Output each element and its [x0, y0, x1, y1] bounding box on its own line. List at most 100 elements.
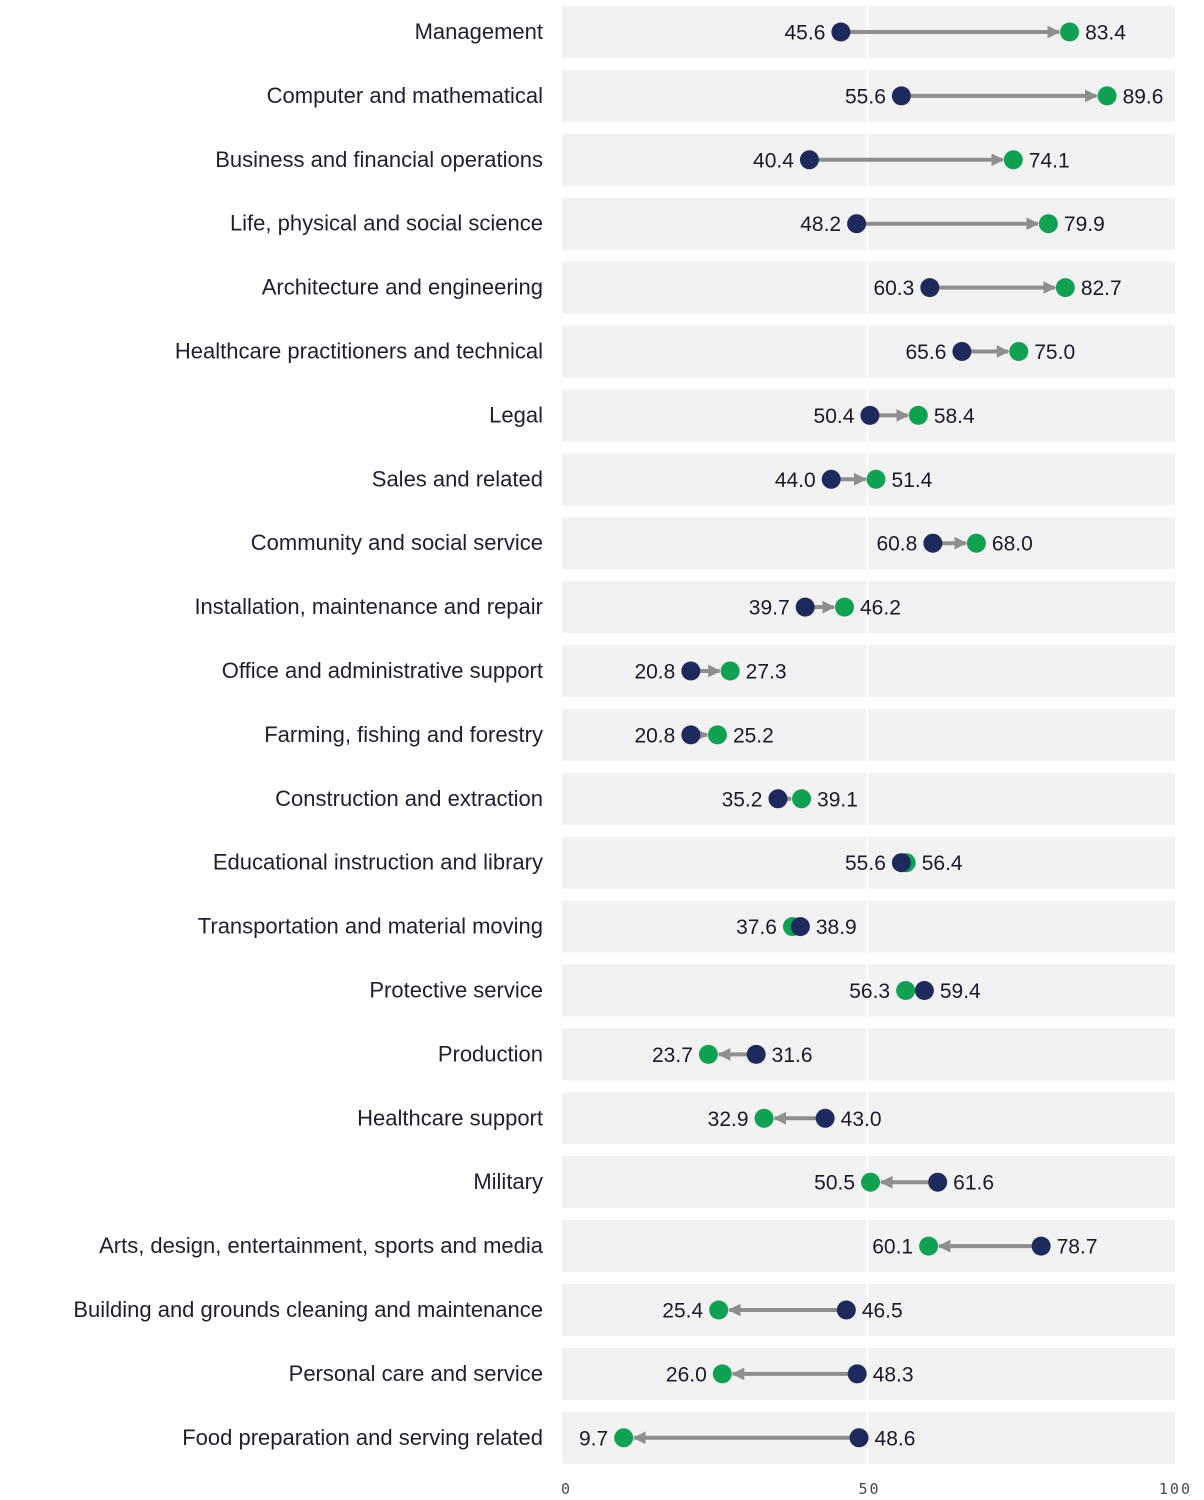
end-value-dot: [720, 661, 740, 681]
start-value-dot: [799, 150, 819, 170]
start-value-dot: [928, 1172, 948, 1192]
category-label: Architecture and engineering: [262, 275, 543, 300]
start-value-label: 55.6: [845, 852, 886, 875]
category-label: Life, physical and social science: [230, 211, 543, 236]
end-value-label: 60.1: [872, 1236, 913, 1259]
row-background: [562, 517, 1175, 570]
x-tick-label: 0: [561, 1480, 572, 1498]
row-background: [562, 645, 1175, 697]
end-value-dot: [698, 1044, 718, 1064]
start-value-dot: [836, 1300, 856, 1320]
end-value-label: 89.6: [1123, 85, 1164, 108]
start-value-dot: [920, 278, 940, 298]
end-value-label: 9.7: [579, 1427, 608, 1450]
x-tick-label: 50: [858, 1480, 880, 1498]
change-arrows: [632, 25, 1098, 1445]
end-value-dot: [919, 1236, 939, 1256]
x-axis-ticks: 0 50 100: [561, 1480, 1192, 1498]
x-tick-label: 100: [1159, 1480, 1192, 1498]
end-value-label: 56.4: [922, 852, 963, 875]
category-label: Production: [438, 1041, 543, 1066]
end-value-dot: [866, 469, 886, 489]
end-value-dot: [1097, 86, 1117, 106]
start-value-dot: [1031, 1236, 1051, 1256]
start-value-label: 48.2: [800, 213, 841, 236]
end-value-dot: [966, 533, 986, 553]
category-label: Arts, design, entertainment, sports and …: [99, 1233, 544, 1258]
end-value-dot: [712, 1364, 732, 1384]
end-value-dot: [792, 789, 812, 809]
end-value-label: 83.4: [1085, 22, 1126, 45]
category-label: Business and financial operations: [215, 147, 543, 172]
start-value-label: 43.0: [841, 1108, 882, 1131]
row-background: [562, 581, 1175, 634]
start-value-dot: [849, 1428, 869, 1448]
start-value-label: 78.7: [1057, 1236, 1098, 1259]
end-value-label: 68.0: [992, 533, 1033, 556]
end-value-dot: [835, 597, 855, 617]
start-value-dot: [795, 597, 815, 617]
start-value-label: 50.4: [814, 405, 855, 428]
row-background: [562, 1347, 1175, 1400]
category-label: Military: [473, 1169, 543, 1194]
start-value-dot: [821, 469, 841, 489]
start-value-label: 48.6: [875, 1427, 916, 1450]
category-label: Computer and mathematical: [267, 83, 543, 108]
start-value-dot: [746, 1044, 766, 1064]
start-value-label: 59.4: [940, 980, 981, 1003]
start-value-dot: [847, 1364, 867, 1384]
end-value-label: 50.5: [814, 1172, 855, 1195]
start-value-dot: [952, 342, 972, 361]
category-label: Building and grounds cleaning and mainte…: [73, 1297, 543, 1322]
category-label: Legal: [489, 402, 543, 427]
end-value-label: 25.4: [662, 1300, 703, 1323]
end-value-label: 82.7: [1081, 277, 1122, 300]
start-value-label: 40.4: [753, 149, 794, 172]
category-label: Management: [415, 19, 543, 44]
start-value-label: 60.3: [873, 277, 914, 300]
end-value-label: 39.1: [817, 788, 858, 811]
end-value-label: 26.0: [666, 1363, 707, 1386]
start-value-dot: [815, 1108, 835, 1128]
row-background: [562, 1284, 1175, 1336]
start-value-label: 31.6: [772, 1044, 813, 1067]
end-value-dot: [709, 1300, 729, 1320]
row-backgrounds: [562, 6, 1175, 1464]
category-label: Educational instruction and library: [213, 850, 543, 875]
end-value-dot: [1003, 150, 1023, 170]
start-value-label: 45.6: [785, 22, 826, 45]
end-value-label: 25.2: [733, 724, 774, 747]
start-value-dot: [681, 725, 701, 745]
value-labels: 45.6 83.4 55.6 89.6 40.4 74.1 48.2 79.9 60.3 82.7…: [579, 22, 1163, 1451]
end-value-label: 32.9: [708, 1108, 749, 1131]
start-value-dot: [891, 86, 911, 106]
start-value-label: 48.3: [873, 1363, 914, 1386]
end-value-label: 23.7: [652, 1044, 693, 1067]
start-value-dot: [891, 853, 911, 873]
category-label: Office and administrative support: [222, 658, 543, 683]
category-label: Farming, fishing and forestry: [264, 722, 543, 747]
row-background: [562, 836, 1175, 889]
start-value-label: 35.2: [722, 788, 763, 811]
end-value-dot: [614, 1428, 634, 1448]
end-value-label: 46.2: [860, 597, 901, 620]
start-value-dot: [831, 22, 851, 42]
start-value-dot: [681, 661, 701, 681]
category-label: Community and social service: [251, 530, 543, 555]
row-background: [562, 964, 1175, 1017]
start-value-label: 38.9: [816, 916, 857, 939]
end-value-label: 37.6: [736, 916, 777, 939]
end-value-label: 51.4: [891, 469, 932, 492]
start-value-label: 39.7: [749, 597, 790, 620]
category-label: Personal care and service: [289, 1361, 543, 1386]
start-value-label: 44.0: [775, 469, 816, 492]
row-background: [562, 772, 1175, 825]
end-value-dot: [896, 981, 916, 1000]
category-label: Healthcare practitioners and technical: [175, 339, 543, 364]
start-value-dot: [768, 789, 788, 809]
start-value-dot: [860, 405, 880, 425]
row-background: [562, 1092, 1175, 1145]
row-background: [562, 900, 1175, 953]
end-value-dot: [1060, 22, 1080, 42]
